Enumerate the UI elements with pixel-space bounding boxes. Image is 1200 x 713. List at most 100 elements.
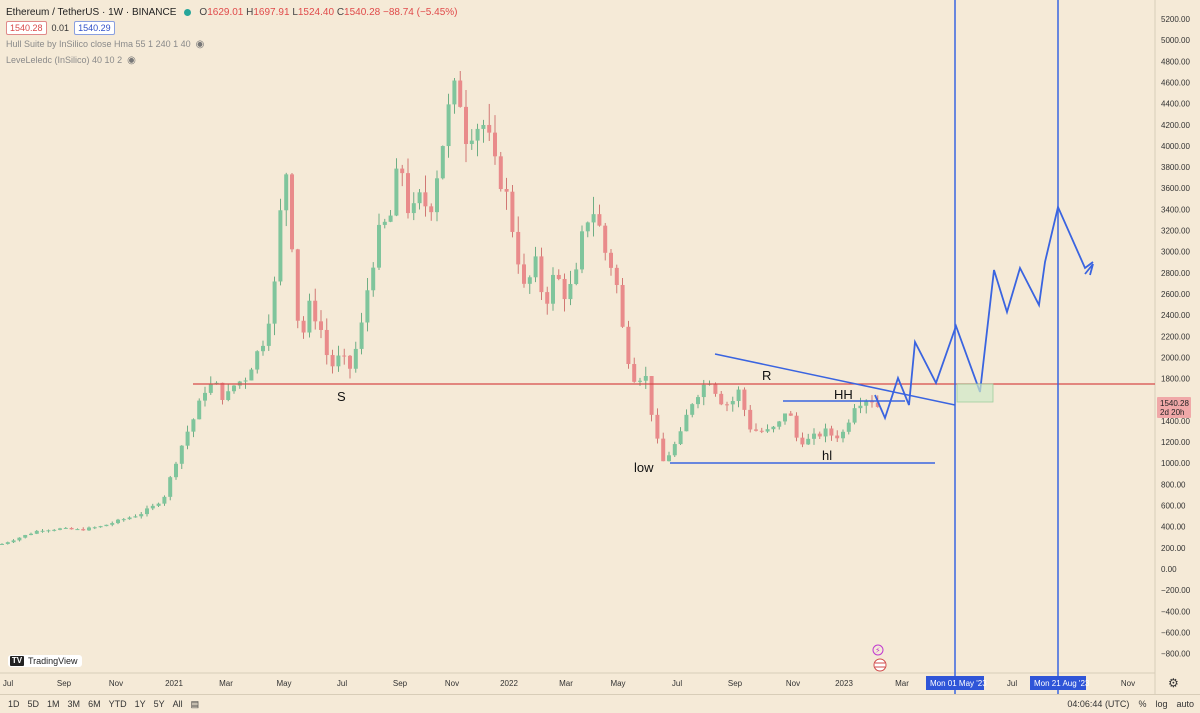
candle-body xyxy=(185,431,190,446)
change-value: −88.74 (−5.45%) xyxy=(382,6,458,18)
candle-body xyxy=(759,430,764,432)
label-s: S xyxy=(337,389,346,404)
candle-body xyxy=(765,429,770,432)
utc-clock[interactable]: 04:06:44 (UTC) xyxy=(1067,699,1130,709)
price-tick: 1800.00 xyxy=(1161,375,1190,384)
time-tick: Sep xyxy=(57,679,72,688)
calendar-icon[interactable]: ▤ xyxy=(190,698,200,709)
candle-body xyxy=(516,231,521,265)
candle-body xyxy=(121,519,126,521)
price-tick: 2200.00 xyxy=(1161,332,1190,341)
price-tick: 1200.00 xyxy=(1161,438,1190,447)
tradingview-logo[interactable]: TV TradingView xyxy=(8,655,82,667)
candle-body xyxy=(266,323,271,346)
range-ytd[interactable]: YTD xyxy=(108,699,127,709)
candle-body xyxy=(783,413,787,422)
candle-body xyxy=(232,385,236,392)
candle-body xyxy=(481,124,486,129)
auto-toggle[interactable]: auto xyxy=(1176,699,1194,709)
time-tick: 2023 xyxy=(835,679,853,688)
candle-body xyxy=(92,527,97,529)
time-tick: 2021 xyxy=(165,679,183,688)
candle-body xyxy=(875,402,880,407)
candle-body xyxy=(800,437,805,445)
candle-body xyxy=(87,527,91,531)
candle-body xyxy=(829,428,834,436)
price-tick: 3000.00 xyxy=(1161,248,1190,257)
descending-trendline[interactable] xyxy=(714,353,956,406)
candle-body xyxy=(371,267,376,291)
time-tick: Jul xyxy=(672,679,682,688)
lightning-icon[interactable] xyxy=(872,644,884,656)
candle-body xyxy=(145,508,149,515)
candle-body xyxy=(777,421,782,427)
candle-body xyxy=(278,210,283,282)
candle-body xyxy=(197,400,202,420)
candle-body xyxy=(684,414,689,432)
candle-body xyxy=(139,514,144,517)
time-tick: May xyxy=(276,679,291,688)
time-marker-may-label: Mon 01 May '23 xyxy=(930,679,987,688)
percent-toggle[interactable]: % xyxy=(1138,699,1147,709)
candle-body xyxy=(377,224,381,268)
candle-body xyxy=(365,290,370,323)
time-tick: Jul xyxy=(337,679,347,688)
range-3m[interactable]: 3M xyxy=(67,699,81,709)
eye-icon[interactable]: ◉ xyxy=(127,54,136,66)
candle-body xyxy=(835,435,840,439)
range-1d[interactable]: 1D xyxy=(8,699,20,709)
gear-icon[interactable]: ⚙ xyxy=(1168,676,1179,690)
price-tick: −600.00 xyxy=(1161,628,1191,637)
candle-body xyxy=(562,278,567,300)
candle-body xyxy=(168,477,173,497)
range-5y[interactable]: 5Y xyxy=(153,699,165,709)
candle-body xyxy=(469,140,474,145)
candle-body xyxy=(411,203,416,214)
symbol-title[interactable]: Ethereum / TetherUS · 1W · BINANCE xyxy=(6,6,177,18)
candle-body xyxy=(696,397,700,405)
candle-body xyxy=(58,528,62,530)
eye-icon[interactable]: ◉ xyxy=(195,38,205,50)
candle-body xyxy=(649,376,654,415)
range-5d[interactable]: 5D xyxy=(27,699,40,709)
time-axis[interactable]: Jul Sep Nov 2021 Mar May Jul Sep Nov 2022 Mar May Ju… xyxy=(3,679,1135,688)
price-tick: −400.00 xyxy=(1161,607,1191,616)
indicator-hull-suite[interactable]: Hull Suite by InSilico close Hma 55 1 24… xyxy=(6,39,191,49)
time-marker-aug-label: Mon 21 Aug '23 xyxy=(1034,679,1090,688)
candle-body xyxy=(754,429,758,431)
log-toggle[interactable]: log xyxy=(1155,699,1168,709)
candle-body xyxy=(406,173,410,214)
price-tick: 3200.00 xyxy=(1161,227,1190,236)
projection-path[interactable] xyxy=(874,204,1094,421)
candle-body xyxy=(475,128,480,141)
time-tick: Mar xyxy=(559,679,573,688)
candle-body xyxy=(788,413,793,416)
range-6m[interactable]: 6M xyxy=(88,699,101,709)
range-1m[interactable]: 1M xyxy=(47,699,60,709)
candle-body xyxy=(150,505,155,509)
candle-body xyxy=(841,431,845,439)
time-tick: Nov xyxy=(786,679,800,688)
time-tick: Jul xyxy=(1007,679,1017,688)
candle-body xyxy=(104,524,109,527)
price-tick: 3600.00 xyxy=(1161,184,1190,193)
candle-body xyxy=(388,215,393,222)
candle-body xyxy=(742,389,747,410)
us-flag-icon[interactable] xyxy=(873,658,887,672)
range-all[interactable]: All xyxy=(172,699,183,709)
range-1y[interactable]: 1Y xyxy=(134,699,146,709)
candle-body xyxy=(701,384,706,398)
candle-body xyxy=(806,438,811,445)
time-tick: May xyxy=(610,679,625,688)
target-zone[interactable] xyxy=(956,383,994,403)
candle-body xyxy=(661,438,666,462)
candle-body xyxy=(719,393,724,405)
price-tick: 1000.00 xyxy=(1161,459,1190,468)
candle-body xyxy=(510,191,515,232)
buy-price-button[interactable]: 1540.29 xyxy=(74,21,115,35)
sell-price-button[interactable]: 1540.28 xyxy=(6,21,47,35)
candle-body xyxy=(272,281,277,324)
indicator-leveleledc[interactable]: LeveLeledc (InSilico) 40 10 2 xyxy=(6,55,123,65)
candle-body xyxy=(748,409,753,430)
